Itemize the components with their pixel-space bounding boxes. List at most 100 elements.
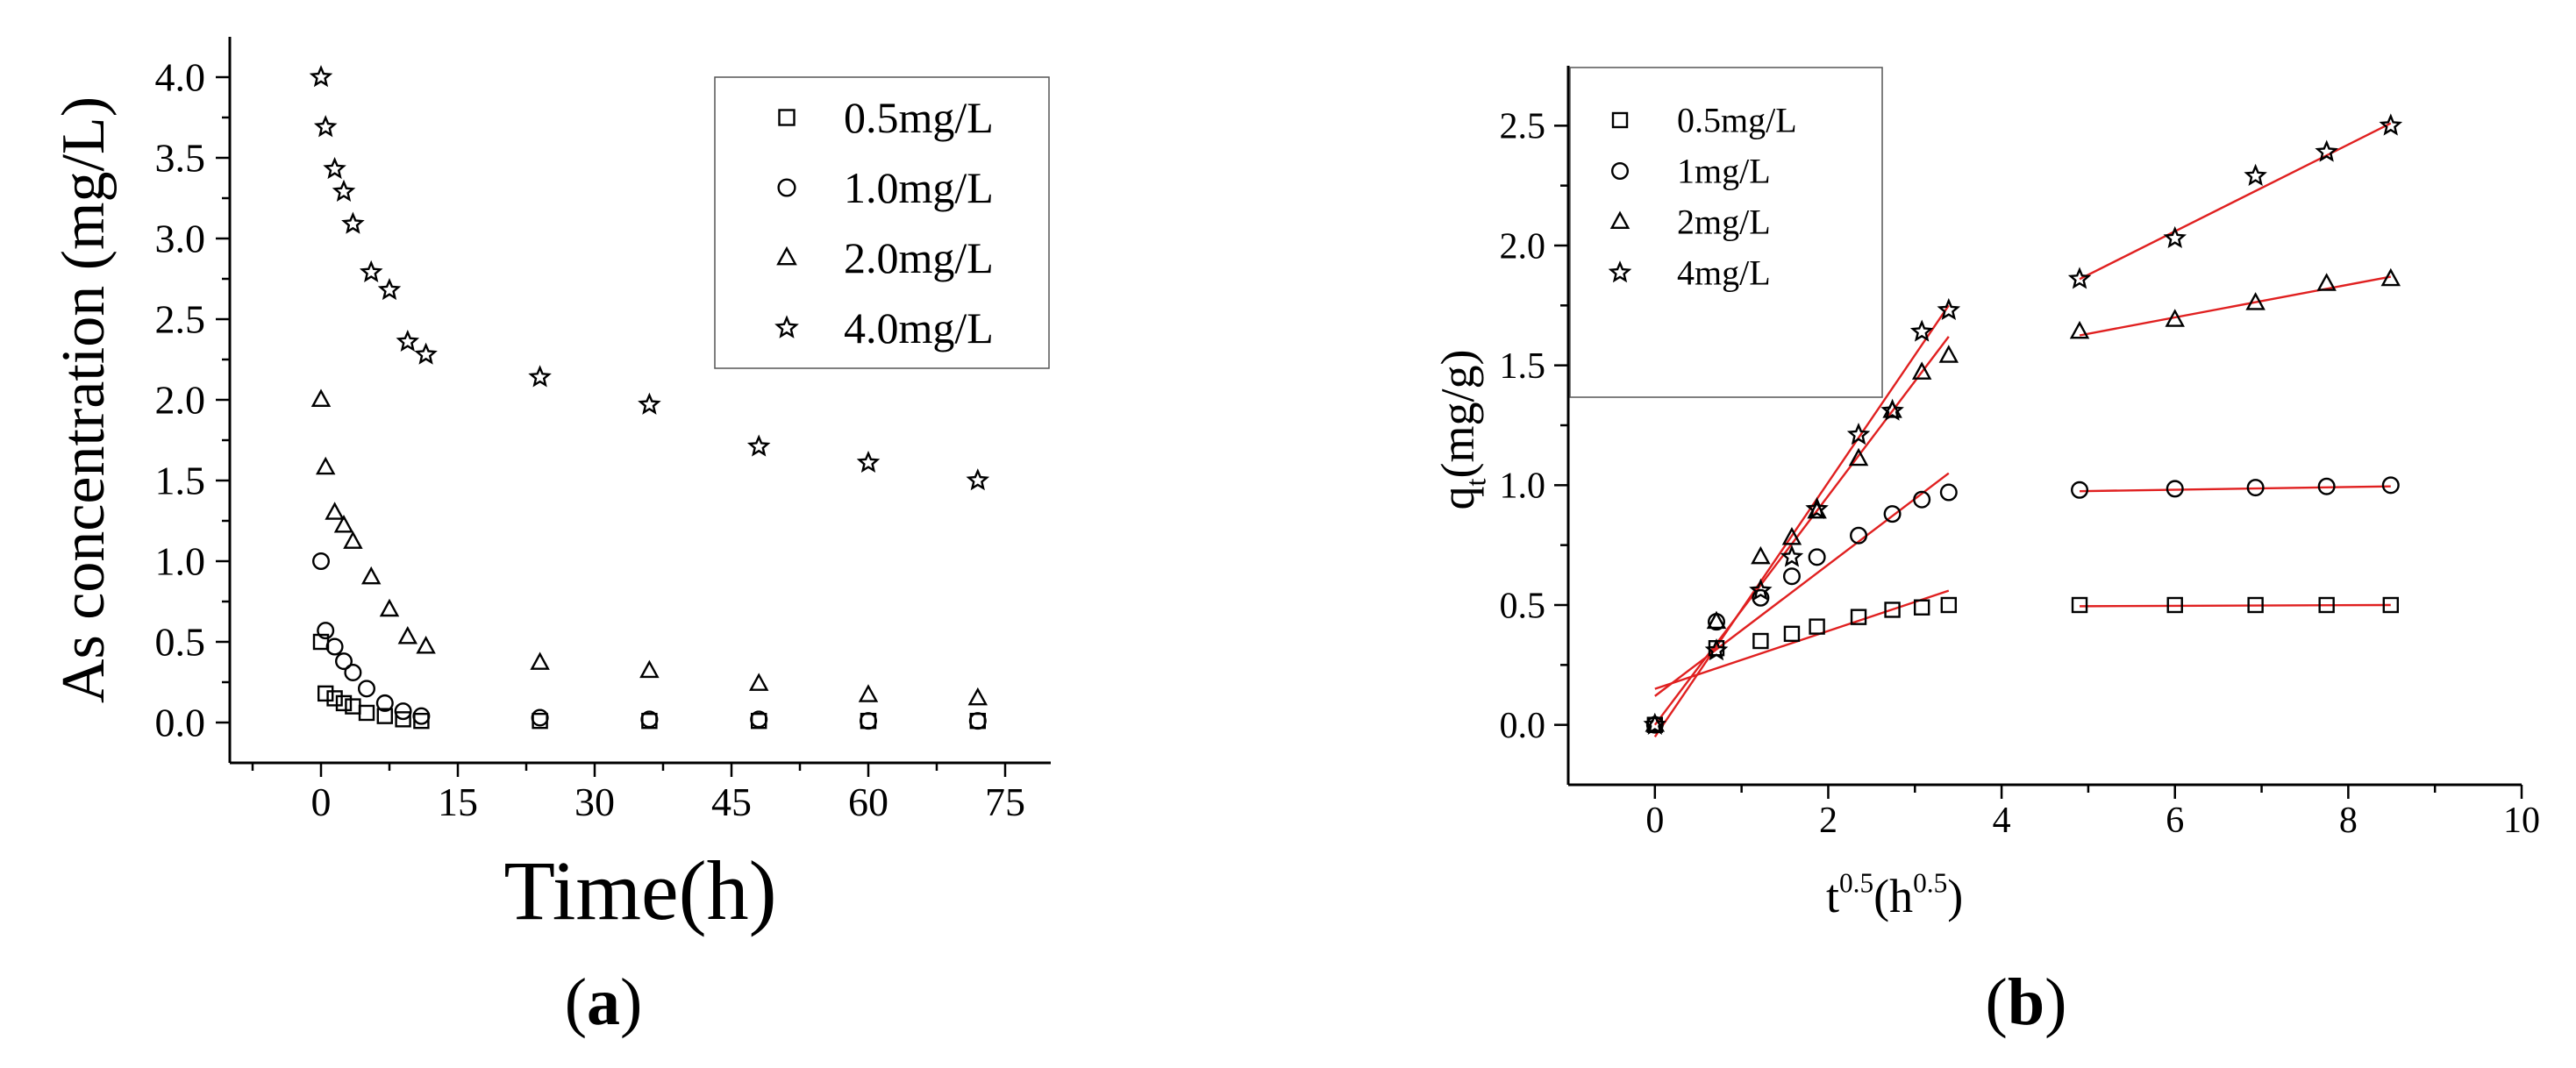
data-point-square	[345, 698, 361, 715]
legend-box	[1569, 67, 1883, 398]
data-point-circle	[312, 552, 331, 571]
y-tick-label: 2.5	[155, 297, 206, 342]
panel-a-caption: (a)	[565, 965, 643, 1039]
data-point-triangle	[1751, 545, 1771, 565]
data-point-star	[309, 65, 333, 88]
data-point-circle	[412, 707, 431, 725]
data-point-square	[1809, 618, 1825, 635]
y-tick-label: 3.5	[155, 136, 206, 181]
fit-line	[1654, 472, 1950, 697]
data-point-square	[395, 711, 411, 728]
caption-part: b	[2008, 965, 2044, 1039]
x-tick-label: 10	[2503, 801, 2540, 841]
data-point-square	[1913, 599, 1930, 616]
x-tick-label: 75	[985, 780, 1025, 824]
data-point-triangle	[2165, 309, 2185, 327]
data-point-circle	[1850, 526, 1868, 545]
data-point-circle	[968, 712, 987, 730]
data-point-circle	[325, 637, 344, 656]
y-axis-label: As concentration (mg/L)	[50, 96, 118, 703]
data-point-star	[323, 157, 346, 180]
x-axis-label-part: (h	[1873, 870, 1913, 922]
legend-marker-star	[774, 315, 799, 338]
legend-marker-square	[778, 109, 796, 126]
data-point-square	[318, 685, 334, 702]
legend-label: 2mg/L	[1677, 203, 1771, 242]
data-point-triangle	[2380, 267, 2401, 287]
x-tick-label: 2	[1819, 801, 1837, 841]
data-point-square	[2247, 596, 2264, 614]
x-tick-label: 0	[1645, 801, 1664, 841]
x-axis-label-part: )	[1947, 870, 1963, 922]
data-point-star	[2244, 163, 2267, 187]
data-point-triangle	[397, 625, 418, 644]
y-tick-label: 4.0	[155, 55, 206, 100]
data-point-circle	[1939, 483, 1958, 502]
data-point-star	[313, 115, 338, 138]
data-point-square	[326, 690, 343, 707]
data-point-circle	[2166, 480, 2184, 498]
y-axis-label: qt(mg/g)	[1431, 350, 1493, 510]
fit-line	[1653, 336, 1950, 726]
x-axis-label-part: t	[1826, 870, 1839, 922]
data-point-circle	[750, 710, 768, 729]
data-point-circle	[335, 652, 353, 671]
y-axis-label-part: q	[1431, 486, 1484, 509]
x-tick-label: 4	[1993, 801, 2011, 841]
legend-marker-square	[1611, 111, 1629, 129]
data-point-triangle	[1645, 714, 1666, 732]
y-tick-label: 2.0	[155, 378, 206, 423]
data-point-star	[396, 329, 420, 352]
data-point-circle	[358, 680, 376, 698]
legend-box	[714, 76, 1050, 369]
y-tick-label: 0.0	[155, 701, 206, 745]
data-point-star	[2315, 139, 2338, 162]
y-tick-label: 0.0	[1500, 706, 1546, 746]
y-tick-label: 1.5	[155, 459, 206, 503]
data-point-square	[376, 708, 393, 724]
data-point-circle	[2246, 479, 2265, 497]
data-point-triangle	[1938, 345, 1959, 363]
data-point-triangle	[360, 566, 382, 585]
x-tick-label: 15	[438, 780, 478, 824]
fit-line	[2080, 603, 2391, 608]
y-tick-label: 1.5	[1500, 346, 1546, 387]
data-point-circle	[394, 702, 412, 721]
data-point-star	[414, 342, 438, 365]
data-point-circle	[2071, 481, 2089, 499]
data-point-star	[1780, 545, 1804, 567]
data-point-square	[2318, 596, 2335, 614]
data-point-star	[1880, 398, 1904, 421]
data-point-circle	[344, 663, 362, 681]
data-point-triangle	[2245, 292, 2266, 310]
fit-line	[1653, 304, 1950, 738]
data-point-square	[1940, 596, 1958, 614]
fit-line	[2079, 275, 2392, 337]
data-point-triangle	[639, 659, 660, 679]
x-axis-label: t0.5(h0.5)	[1826, 867, 1963, 922]
legend-label: 0.5mg/L	[1677, 101, 1797, 140]
data-point-circle	[1752, 588, 1770, 607]
data-point-star	[638, 392, 661, 415]
caption-part: (	[1986, 965, 2008, 1039]
caption-part: )	[620, 965, 642, 1039]
data-point-star	[1643, 712, 1667, 735]
data-point-triangle	[530, 651, 550, 670]
data-point-circle	[640, 710, 659, 729]
panel-b-caption: (b)	[1986, 965, 2067, 1039]
x-tick-label: 60	[848, 780, 888, 824]
legend-marker-circle	[1610, 161, 1629, 180]
x-axis-label-part: 0.5	[1839, 867, 1873, 898]
data-point-triangle	[2316, 273, 2337, 291]
legend-label: 0.5mg/L	[844, 93, 994, 142]
data-point-circle	[1913, 490, 1931, 509]
data-point-square	[1850, 609, 1867, 625]
data-point-circle	[2317, 477, 2336, 495]
data-point-circle	[375, 694, 394, 712]
y-tick-label: 0.5	[155, 620, 206, 665]
x-tick-label: 45	[711, 780, 752, 824]
panel-a-chart: 0 15 30 45 60 75 0.0 0.5 1.0 1.5 2.0 2.5 3.0 3.5 4.0 0.…	[50, 37, 1051, 937]
data-point-star	[1909, 319, 1934, 342]
data-point-circle	[317, 622, 335, 640]
legend-label: 4.0mg/L	[844, 303, 994, 352]
